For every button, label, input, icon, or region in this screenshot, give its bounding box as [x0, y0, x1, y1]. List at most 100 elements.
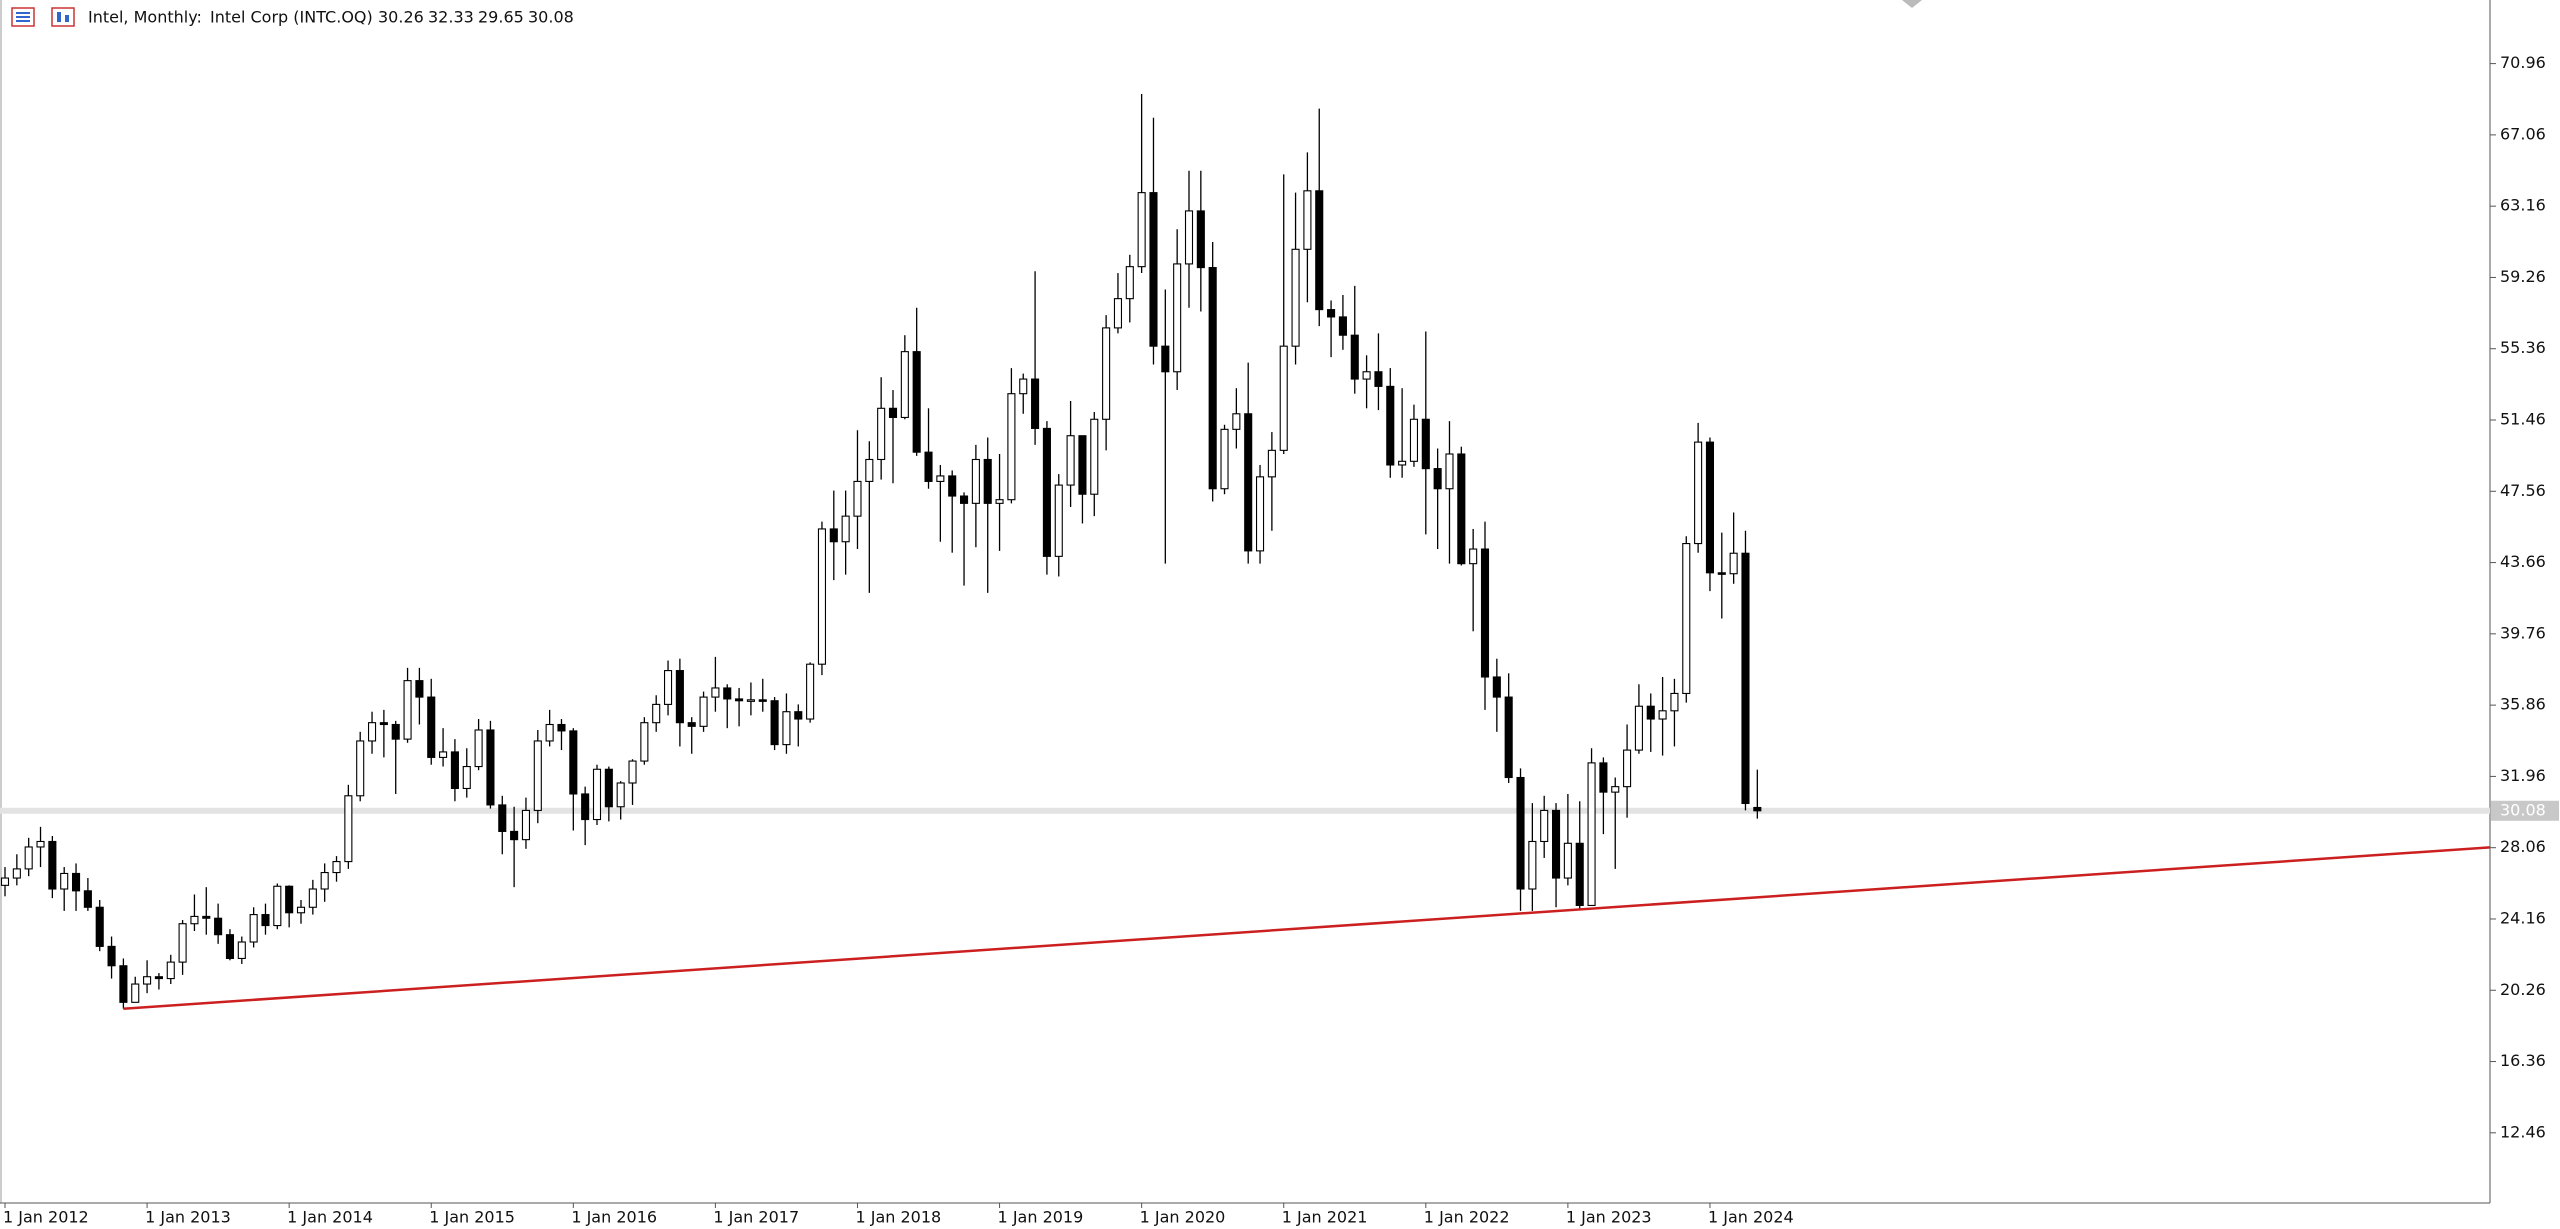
candle-body: [806, 663, 815, 720]
candle-body: [190, 915, 199, 925]
candle-body: [924, 451, 933, 482]
y-tick-label: 59.26: [2500, 267, 2546, 286]
candle-body: [628, 760, 637, 784]
candle-body: [379, 722, 388, 726]
x-tick-label: 1 Jan 2021: [1282, 1208, 1368, 1227]
candle-body: [1480, 548, 1490, 678]
scroll-marker[interactable]: [1902, 0, 1922, 8]
candle-body: [1078, 435, 1087, 495]
y-tick-label: 70.96: [2500, 53, 2546, 72]
candle-body: [83, 890, 92, 908]
x-tick-label: 1 Jan 2020: [1140, 1208, 1226, 1227]
candle-body: [1682, 543, 1691, 694]
candle-body: [604, 768, 613, 808]
ohlc-close: 30.08: [528, 8, 574, 27]
candle-body: [746, 699, 755, 702]
candle-body: [652, 703, 661, 724]
candle-body: [1469, 548, 1478, 565]
candle-body: [1753, 806, 1762, 812]
x-tick-label: 1 Jan 2013: [145, 1208, 231, 1227]
candle-body: [1599, 762, 1608, 793]
candle-body: [735, 698, 744, 702]
chart-title: Intel, Monthly:: [88, 8, 202, 27]
candle-body: [1575, 842, 1584, 906]
candle-body: [273, 885, 282, 927]
candle-body: [439, 751, 448, 758]
candle-body: [261, 914, 270, 927]
candle-body: [687, 722, 696, 727]
candle-body: [865, 458, 874, 482]
candle-body: [995, 499, 1004, 504]
candle-body: [1421, 418, 1430, 470]
candle-body: [900, 351, 909, 418]
candle-body: [817, 528, 827, 665]
candle-body: [1670, 692, 1679, 712]
candle-body: [1433, 468, 1442, 490]
candle-body: [367, 722, 377, 742]
candle-body: [557, 723, 566, 732]
candle-body: [936, 475, 945, 482]
y-tick-label: 24.16: [2500, 908, 2546, 927]
candle-body: [1196, 210, 1205, 269]
candle-body: [545, 723, 554, 742]
x-tick-label: 1 Jan 2018: [855, 1208, 941, 1227]
candle-body: [841, 515, 850, 543]
trend-line: [123, 846, 2491, 1010]
candle-body: [1232, 413, 1241, 430]
candle-body: [178, 923, 187, 963]
candle-body: [1173, 263, 1182, 373]
candle-body: [782, 711, 791, 746]
candle-body: [119, 965, 128, 1003]
candle-body: [1374, 371, 1383, 387]
candle-body: [1362, 371, 1371, 380]
price-tag: [2491, 800, 2559, 821]
x-tick-label: 1 Jan 2024: [1708, 1208, 1794, 1227]
y-tick-label: 31.96: [2500, 766, 2546, 785]
candle-body: [616, 782, 625, 808]
candle-body: [296, 906, 306, 914]
candle-body: [320, 871, 329, 890]
candle-body: [912, 351, 921, 453]
candle-body: [675, 670, 684, 724]
candle-body: [1694, 441, 1703, 545]
candle-body: [1741, 552, 1750, 805]
candle-body: [1611, 786, 1620, 793]
ohlc-open: 30.26: [378, 8, 424, 27]
candle-body: [853, 480, 862, 517]
candle-body: [166, 961, 175, 980]
candle-body: [640, 722, 649, 762]
candle-body: [415, 680, 424, 698]
candle-body: [770, 700, 779, 746]
candle-body: [1125, 266, 1134, 300]
chart-icon[interactable]: [51, 7, 75, 27]
candle-body: [237, 941, 246, 960]
candle-body: [1019, 378, 1028, 395]
y-tick-label: 12.46: [2500, 1122, 2546, 1141]
candle-body: [1149, 192, 1158, 347]
y-tick-label: 20.26: [2500, 980, 2546, 999]
candle-body: [959, 495, 969, 504]
y-tick-label: 47.56: [2500, 481, 2546, 500]
candle-body: [1054, 484, 1063, 557]
toolbar-icons[interactable]: [11, 7, 75, 27]
y-tick-label: 43.66: [2500, 552, 2546, 571]
candle-body: [1161, 345, 1170, 373]
candle-body: [1398, 460, 1407, 466]
candle-body: [356, 740, 365, 797]
candle-body: [154, 976, 163, 980]
candle-body: [794, 711, 803, 720]
candle-body: [391, 723, 400, 740]
ohlc-high: 32.33: [428, 8, 474, 27]
x-tick-label: 1 Jan 2017: [713, 1208, 799, 1227]
y-tick-label: 16.36: [2500, 1051, 2546, 1070]
candle-body: [450, 751, 459, 790]
candle-body: [1386, 385, 1395, 466]
x-tick-label: 1 Jan 2016: [571, 1208, 657, 1227]
candle-body: [332, 861, 341, 874]
candle-body: [1267, 449, 1276, 478]
candle-body: [214, 917, 223, 936]
candle-body: [1244, 413, 1253, 552]
candle-body: [249, 914, 258, 943]
